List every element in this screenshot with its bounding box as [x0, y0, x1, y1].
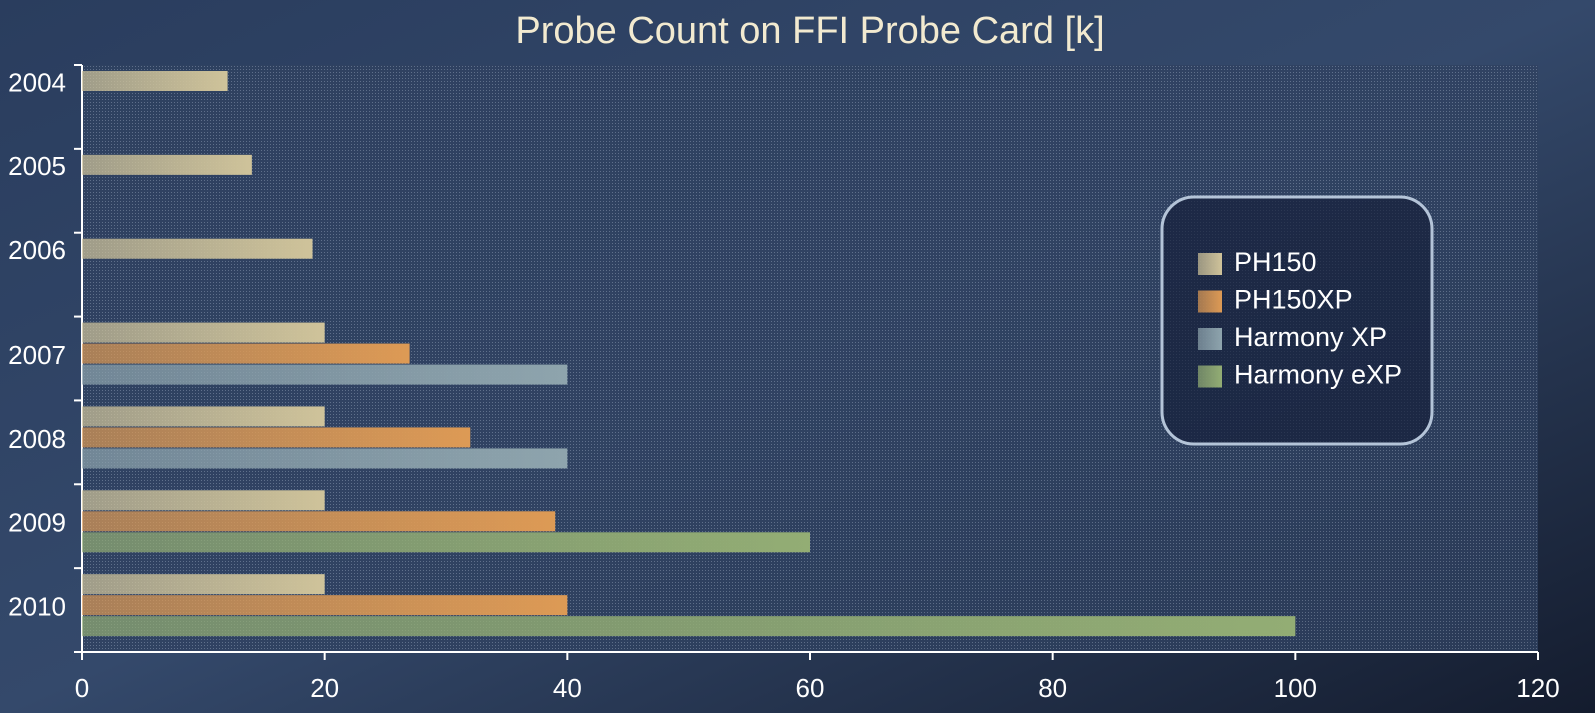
x-tick-label: 60 [796, 673, 825, 703]
bar [82, 364, 568, 385]
legend [1160, 195, 1434, 446]
legend-label: PH150 [1234, 247, 1317, 277]
bar [82, 511, 556, 532]
legend-label: PH150XP [1234, 285, 1353, 315]
bar [82, 71, 228, 91]
y-tick-label: 2007 [8, 340, 66, 370]
legend-swatch [1198, 253, 1222, 275]
bar [82, 490, 325, 511]
legend-swatch [1198, 365, 1222, 388]
legend-swatch [1198, 328, 1222, 350]
x-tick-label: 80 [1038, 673, 1067, 703]
bar [82, 448, 568, 469]
bar [82, 595, 568, 616]
bar [82, 427, 471, 448]
y-tick-label: 2010 [8, 592, 66, 622]
y-tick-label: 2006 [8, 235, 66, 265]
bar [82, 238, 313, 259]
bar [82, 574, 325, 595]
legend-label: Harmony eXP [1234, 360, 1402, 390]
x-tick-label: 120 [1516, 673, 1559, 703]
bar [82, 532, 810, 553]
bar [82, 322, 325, 343]
x-tick-label: 40 [553, 673, 582, 703]
bar [82, 616, 1296, 637]
y-tick-label: 2009 [8, 508, 66, 538]
legend-swatch [1198, 290, 1222, 313]
bar [82, 406, 325, 427]
y-tick-label: 2005 [8, 151, 66, 181]
legend-label: Harmony XP [1234, 322, 1387, 352]
x-tick-label: 20 [310, 673, 339, 703]
bar [82, 343, 410, 364]
chart-title: Probe Count on FFI Probe Card [k] [515, 10, 1104, 52]
bar [82, 154, 252, 175]
y-tick-label: 2004 [8, 67, 66, 97]
x-tick-label: 0 [75, 673, 89, 703]
y-tick-label: 2008 [8, 424, 66, 454]
x-tick-label: 100 [1274, 673, 1317, 703]
